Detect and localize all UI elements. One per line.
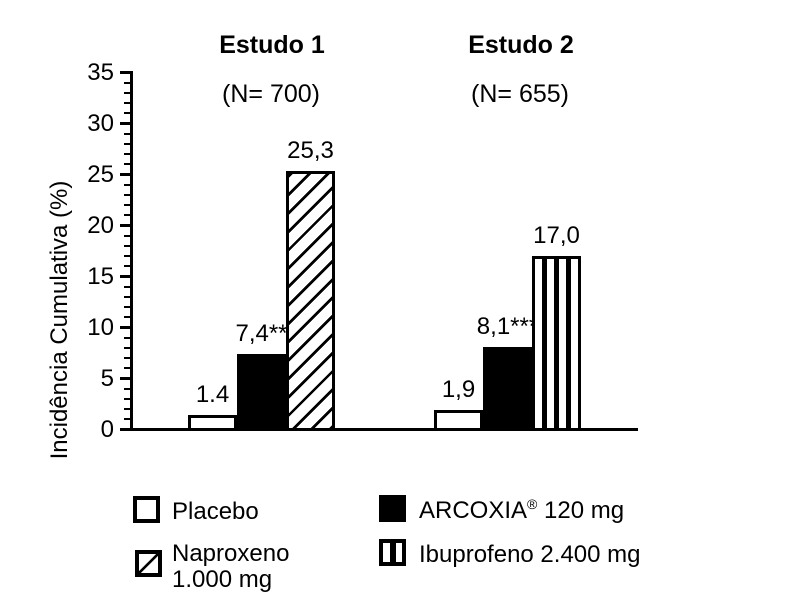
y-major-tick	[120, 326, 130, 329]
y-tick-label: 20	[87, 211, 114, 239]
y-tick-label: 15	[87, 262, 114, 290]
bar-arcoxia-120-mg-estudo-2	[483, 346, 532, 431]
y-tick-label: 0	[100, 415, 114, 443]
y-minor-tick	[124, 408, 130, 411]
y-major-tick	[120, 71, 130, 74]
placebo-legend-label: Placebo	[172, 498, 259, 525]
x-axis-line	[130, 428, 638, 431]
y-minor-tick	[124, 204, 130, 207]
bar-ibuprofeno-2-400-mg-estudo-2	[532, 256, 581, 431]
group-subtitle-estudo-2: (N= 655)	[471, 80, 569, 108]
y-minor-tick	[124, 397, 130, 400]
placebo-swatch	[133, 496, 160, 523]
y-minor-tick	[124, 418, 130, 421]
y-minor-tick	[124, 112, 130, 115]
bar-value-label: 7,4**	[235, 320, 288, 348]
y-minor-tick	[124, 214, 130, 217]
y-minor-tick	[124, 265, 130, 268]
y-minor-tick	[124, 163, 130, 166]
group-subtitle-estudo-1: (N= 700)	[222, 80, 320, 108]
y-major-tick	[120, 224, 130, 227]
registered-trademark-icon: ®	[527, 496, 538, 512]
bar-naproxeno-1-000-mg-estudo-1	[286, 171, 335, 431]
group-title-estudo-2: Estudo 2	[468, 31, 574, 59]
y-minor-tick	[124, 295, 130, 298]
ibuprofeno-swatch	[379, 539, 406, 566]
diagonal-hatch-icon	[139, 554, 158, 573]
y-minor-tick	[124, 81, 130, 84]
y-tick-label: 5	[100, 364, 114, 392]
y-major-tick	[120, 122, 130, 125]
arcoxia-dose: 120 mg	[537, 497, 625, 524]
arcoxia-brand: ARCOXIA	[419, 497, 528, 524]
naproxeno-legend-label-line1: Naproxeno	[172, 540, 290, 567]
arcoxia-swatch	[379, 495, 406, 522]
y-minor-tick	[124, 387, 130, 390]
y-minor-tick	[124, 102, 130, 105]
bar-placebo-estudo-2	[434, 410, 483, 431]
y-major-tick	[120, 377, 130, 380]
y-tick-label: 25	[87, 160, 114, 188]
y-minor-tick	[124, 142, 130, 145]
y-minor-tick	[124, 91, 130, 94]
y-minor-tick	[124, 244, 130, 247]
y-tick-label: 10	[87, 313, 114, 341]
y-minor-tick	[124, 193, 130, 196]
y-minor-tick	[124, 255, 130, 258]
y-minor-tick	[124, 336, 130, 339]
bar-value-label: 17,0	[533, 222, 580, 250]
y-minor-tick	[124, 357, 130, 360]
bar-value-label: 1,9	[441, 376, 476, 404]
y-minor-tick	[124, 234, 130, 237]
bar-value-label: 25,3	[287, 137, 334, 165]
y-minor-tick	[124, 346, 130, 349]
y-minor-tick	[124, 367, 130, 370]
y-major-tick	[120, 173, 130, 176]
ibuprofeno-legend-label: Ibuprofeno 2.400 mg	[419, 541, 641, 568]
arcoxia-legend-label: ARCOXIA® 120 mg	[419, 496, 625, 524]
y-minor-tick	[124, 285, 130, 288]
y-minor-tick	[124, 316, 130, 319]
y-minor-tick	[124, 183, 130, 186]
y-major-tick	[120, 275, 130, 278]
y-major-tick	[120, 428, 130, 431]
y-minor-tick	[124, 153, 130, 156]
y-minor-tick	[124, 306, 130, 309]
bar-value-label: 8,1***	[476, 312, 539, 340]
y-tick-label: 35	[87, 58, 114, 86]
group-title-estudo-1: Estudo 1	[219, 31, 325, 59]
y-minor-tick	[124, 132, 130, 135]
bar-arcoxia-120-mg-estudo-1	[237, 354, 286, 431]
naproxeno-swatch	[135, 550, 162, 577]
y-axis-line	[130, 71, 133, 431]
y-tick-label: 30	[87, 109, 114, 137]
bar-value-label: 1.4	[195, 381, 230, 409]
bar-placebo-estudo-1	[188, 415, 237, 431]
naproxeno-legend-label-line2: 1.000 mg	[172, 566, 273, 593]
